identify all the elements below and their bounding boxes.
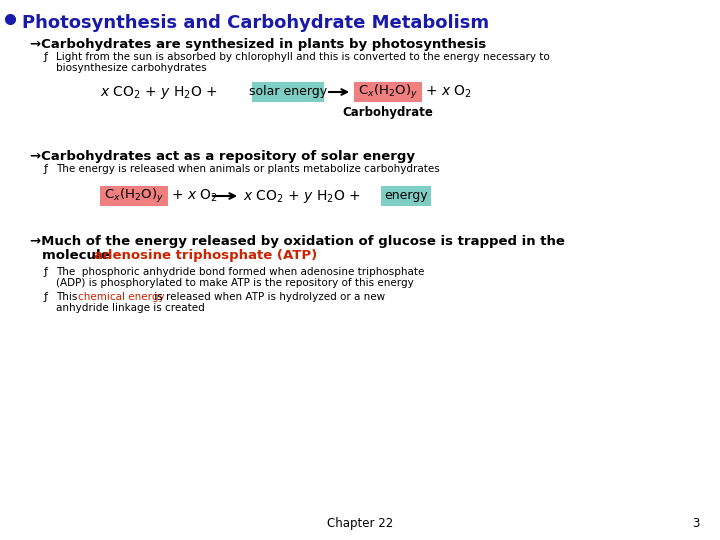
Text: →Much of the energy released by oxidation of glucose is trapped in the: →Much of the energy released by oxidatio… bbox=[30, 235, 565, 248]
Text: ƒ: ƒ bbox=[44, 292, 48, 302]
Text: chemical energy: chemical energy bbox=[78, 292, 165, 302]
Text: The energy is released when animals or plants metabolize carbohydrates: The energy is released when animals or p… bbox=[56, 164, 440, 174]
Text: The  phosphoric anhydride bond formed when adenosine triphosphate: The phosphoric anhydride bond formed whe… bbox=[56, 267, 424, 277]
FancyBboxPatch shape bbox=[381, 186, 431, 206]
Text: energy: energy bbox=[384, 190, 428, 202]
Text: Light from the sun is absorbed by chlorophyll and this is converted to the energ: Light from the sun is absorbed by chloro… bbox=[56, 52, 550, 62]
Text: Chapter 22: Chapter 22 bbox=[327, 517, 393, 530]
Text: Photosynthesis and Carbohydrate Metabolism: Photosynthesis and Carbohydrate Metaboli… bbox=[22, 14, 489, 32]
Text: molecule: molecule bbox=[42, 249, 114, 262]
Text: is released when ATP is hydrolyzed or a new: is released when ATP is hydrolyzed or a … bbox=[151, 292, 385, 302]
Text: ƒ: ƒ bbox=[44, 52, 48, 62]
Text: →Carbohydrates are synthesized in plants by photosynthesis: →Carbohydrates are synthesized in plants… bbox=[30, 38, 486, 51]
Text: Carbohydrate: Carbohydrate bbox=[343, 106, 433, 119]
Text: ƒ: ƒ bbox=[44, 267, 48, 277]
Text: →Carbohydrates act as a repository of solar energy: →Carbohydrates act as a repository of so… bbox=[30, 150, 415, 163]
Text: C$_x$(H$_2$O)$_y$: C$_x$(H$_2$O)$_y$ bbox=[358, 83, 418, 101]
Text: $\it{x}$ CO$_2$ + $\it{y}$ H$_2$O +: $\it{x}$ CO$_2$ + $\it{y}$ H$_2$O + bbox=[243, 188, 362, 205]
Text: C$_x$(H$_2$O)$_y$: C$_x$(H$_2$O)$_y$ bbox=[104, 187, 164, 205]
Text: (ADP) is phosphorylated to make ATP is the repository of this energy: (ADP) is phosphorylated to make ATP is t… bbox=[56, 278, 414, 288]
Text: adenosine triphosphate (ATP): adenosine triphosphate (ATP) bbox=[94, 249, 318, 262]
Text: + $\it{x}$ O$_2$: + $\it{x}$ O$_2$ bbox=[171, 188, 218, 205]
Text: ƒ: ƒ bbox=[44, 164, 48, 174]
Text: $\it{x}$ CO$_2$ + $\it{y}$ H$_2$O +: $\it{x}$ CO$_2$ + $\it{y}$ H$_2$O + bbox=[100, 84, 220, 101]
Text: 3: 3 bbox=[693, 517, 700, 530]
Text: + $\it{x}$ O$_2$: + $\it{x}$ O$_2$ bbox=[425, 84, 472, 100]
FancyBboxPatch shape bbox=[252, 82, 324, 102]
Text: biosynthesize carbohydrates: biosynthesize carbohydrates bbox=[56, 63, 207, 73]
Text: This: This bbox=[56, 292, 81, 302]
FancyBboxPatch shape bbox=[100, 186, 168, 206]
Text: solar energy: solar energy bbox=[249, 85, 327, 98]
Text: anhydride linkage is created: anhydride linkage is created bbox=[56, 303, 204, 313]
FancyBboxPatch shape bbox=[354, 82, 422, 102]
